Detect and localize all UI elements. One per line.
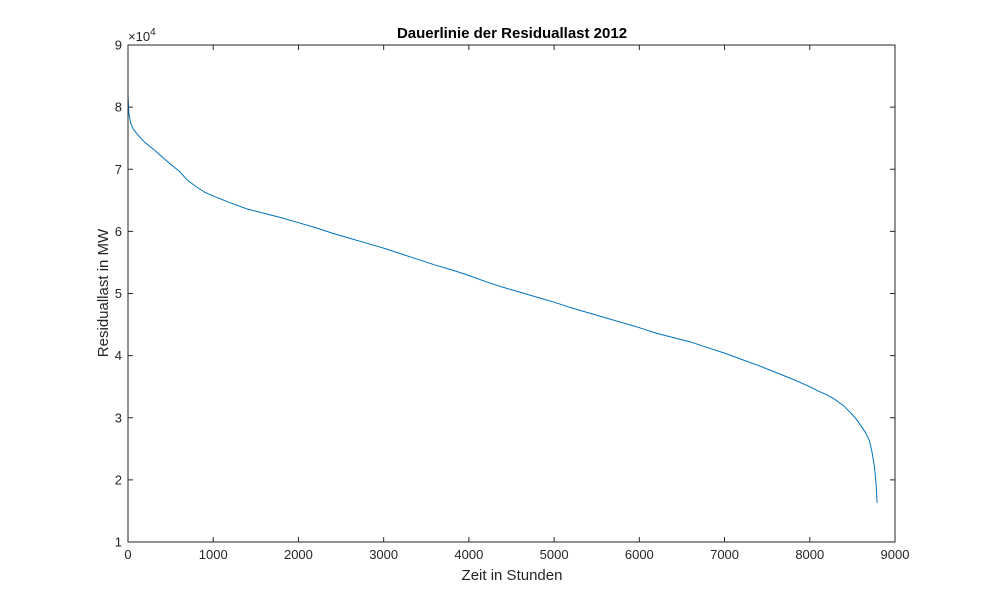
- x-tick-label: 9000: [881, 547, 910, 562]
- y-tick-label: 2: [115, 472, 122, 487]
- x-tick-label: 0: [124, 547, 131, 562]
- y-tick-label: 7: [115, 162, 122, 177]
- y-axis-label: Residuallast in MW: [95, 228, 112, 357]
- plot-frame: [127, 44, 896, 543]
- chart-title: Dauerlinie der Residuallast 2012: [397, 25, 627, 42]
- y-tick-label: 3: [115, 410, 122, 425]
- series-line: [127, 94, 878, 503]
- y-tick-label: 9: [115, 38, 122, 53]
- y-tick-label: 8: [115, 100, 122, 115]
- svg-text:×104: ×104: [128, 27, 156, 44]
- x-tick-label: 7000: [710, 547, 739, 562]
- y-tick-label: 4: [115, 348, 122, 363]
- x-tick-label: 1000: [199, 547, 228, 562]
- y-exponent-base: ×10: [128, 29, 150, 44]
- x-tick-label: 3000: [369, 547, 398, 562]
- y-tick-label: 1: [115, 535, 122, 550]
- y-exponent-label: ×104: [128, 27, 156, 44]
- y-exponent-power: 4: [150, 27, 156, 38]
- x-tick-label: 8000: [795, 547, 824, 562]
- labels-layer: 0 1000 2000 3000 4000 5000 6000 7000 8000 9000 1 2 3…: [115, 38, 910, 563]
- y-tick-label: 6: [115, 224, 122, 239]
- x-tick-label: 2000: [284, 547, 313, 562]
- x-tick-label: 4000: [454, 547, 483, 562]
- plot-background: [128, 45, 895, 542]
- x-axis-label: Zeit in Stunden: [462, 567, 563, 584]
- y-tick-label: 5: [115, 286, 122, 301]
- x-tick-label: 6000: [625, 547, 654, 562]
- x-tick-label: 5000: [540, 547, 569, 562]
